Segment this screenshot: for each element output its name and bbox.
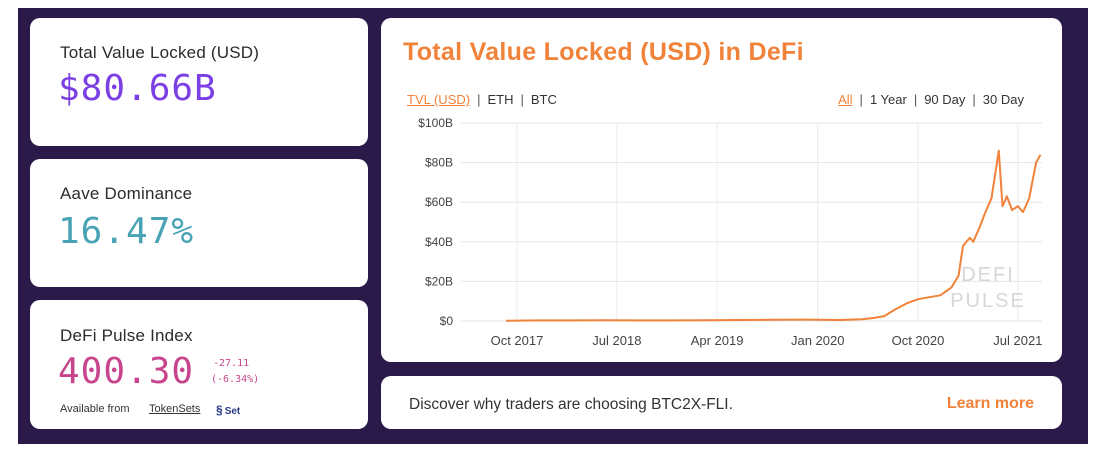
learn-more-link[interactable]: Learn more (946, 395, 1034, 412)
pulse-index-title: DeFi Pulse Index (60, 326, 193, 345)
tvl-card: Total Value Locked (USD) $80.66B (30, 18, 368, 146)
y-tick-label: $60B (425, 195, 453, 209)
range-toggle: All | 1 Year | 90 Day | 30 Day (838, 92, 1024, 107)
set-logo-text: Set (224, 406, 241, 417)
range-separator: | (913, 92, 918, 107)
range-option-all[interactable]: All (838, 92, 853, 107)
y-tick-label: $80B (425, 156, 453, 170)
y-tick-label: $20B (425, 274, 453, 288)
promo-text: Discover why traders are choosing BTC2X-… (409, 396, 733, 413)
chart-title: Total Value Locked (USD) in DeFi (403, 38, 804, 66)
x-tick-label: Oct 2017 (491, 333, 544, 348)
aave-dominance-value: 16.47% (58, 211, 195, 252)
x-tick-label: Jan 2020 (791, 333, 845, 348)
chart-card: Total Value Locked (USD) in DeFi TVL (US… (381, 18, 1062, 362)
pulse-index-change-pct: (-6.34%) (211, 374, 260, 385)
aave-dominance-title: Aave Dominance (60, 184, 193, 203)
watermark-defi: DEFI (961, 264, 1015, 286)
aave-dominance-card: Aave Dominance 16.47% (30, 159, 368, 287)
tvl-series-line (505, 149, 1042, 322)
range-separator: | (859, 92, 863, 107)
range-separator: | (972, 92, 976, 107)
metric-separator: | (477, 92, 481, 107)
pulse-index-card: DeFi Pulse Index 400.30 -27.11 (-6.34%) … (30, 300, 368, 429)
metric-option-tvl[interactable]: TVL (USD) (407, 92, 471, 107)
available-from-label: Available from (60, 403, 130, 415)
range-option-30-day[interactable]: 30 Day (982, 92, 1024, 107)
metric-separator: | (520, 92, 524, 107)
y-tick-label: $40B (425, 235, 453, 249)
x-tick-label: Jul 2021 (993, 333, 1042, 348)
y-tick-label: $100B (418, 116, 453, 130)
x-tick-label: Oct 2020 (892, 333, 945, 348)
tvl-line-chart: $0 $20B $40B $60B $80B $100B Oct 2017 Jul 2018 A… (418, 116, 1042, 348)
tvl-value: $80.66B (58, 68, 217, 109)
watermark-pulse: PULSE (950, 290, 1026, 312)
tokensets-link[interactable]: TokenSets (149, 403, 201, 415)
x-tick-label: Apr 2019 (691, 333, 744, 348)
metric-option-eth[interactable]: ETH (487, 92, 514, 107)
range-option-1-year[interactable]: 1 Year (869, 92, 907, 107)
metric-toggle: TVL (USD) | ETH | BTC (407, 92, 557, 107)
tvl-title: Total Value Locked (USD) (60, 43, 260, 62)
metric-option-btc[interactable]: BTC (530, 92, 557, 107)
pulse-index-change: -27.11 (213, 358, 250, 369)
range-option-90-day[interactable]: 90 Day (924, 92, 966, 107)
promo-banner: Discover why traders are choosing BTC2X-… (381, 376, 1062, 429)
y-tick-label: $0 (440, 314, 454, 328)
pulse-index-value: 400.30 (58, 351, 195, 392)
set-logo-icon: § Set (216, 403, 241, 417)
x-tick-label: Jul 2018 (592, 333, 641, 348)
